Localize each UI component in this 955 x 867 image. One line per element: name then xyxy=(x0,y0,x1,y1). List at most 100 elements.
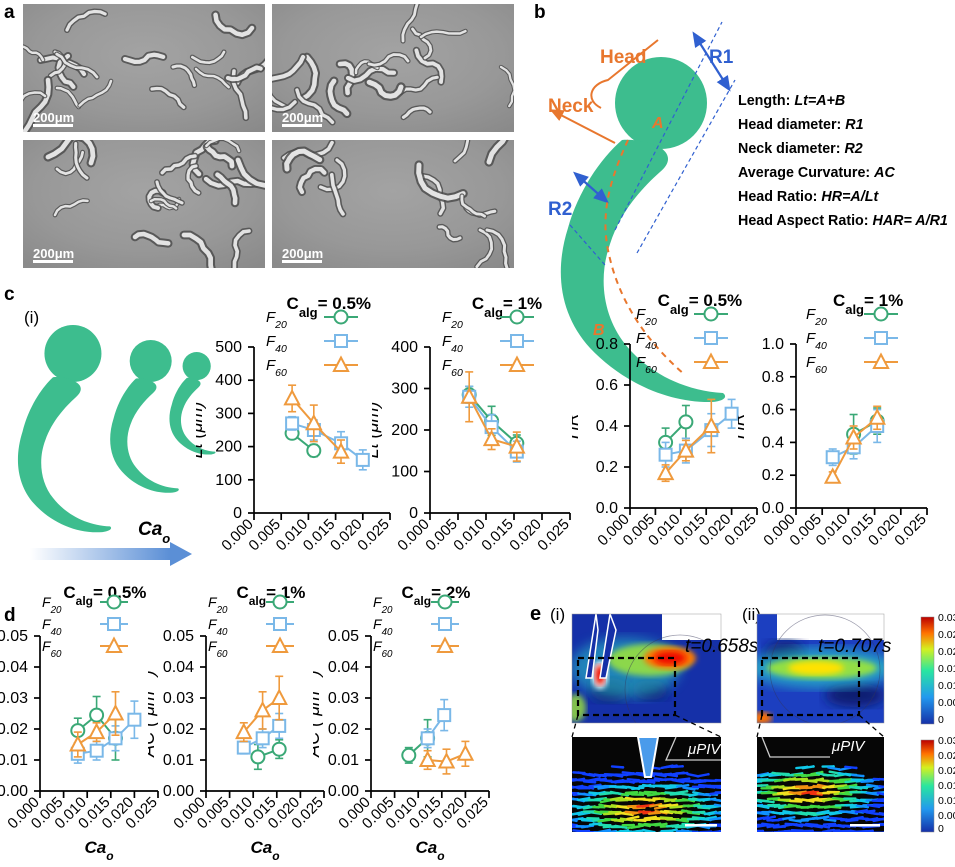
svg-text:0.02: 0.02 xyxy=(0,721,28,738)
svg-text:Calg= 0.5%: Calg= 0.5% xyxy=(63,583,146,608)
svg-text:500: 500 xyxy=(215,339,242,356)
svg-text:F40: F40 xyxy=(266,333,287,355)
svg-text:0.4: 0.4 xyxy=(596,418,618,435)
svg-text:Calg= 0.5%: Calg= 0.5% xyxy=(287,294,371,320)
svg-text:0.02: 0.02 xyxy=(328,721,359,738)
svg-text:300: 300 xyxy=(391,381,418,398)
svg-text:Calg= 1%: Calg= 1% xyxy=(236,583,305,608)
svg-text:Calg= 2%: Calg= 2% xyxy=(401,583,470,608)
svg-text:Lt (μm): Lt (μm) xyxy=(196,402,206,459)
svg-text:μPIV: μPIV xyxy=(831,738,866,755)
svg-text:AC ( μm-1 ): AC ( μm-1 ) xyxy=(148,670,158,758)
svg-text:F20: F20 xyxy=(806,306,827,328)
svg-text:AC ( μm-1 ): AC ( μm-1 ) xyxy=(313,670,323,758)
svg-text:F60: F60 xyxy=(266,357,287,379)
svg-text:300: 300 xyxy=(215,405,242,422)
svg-text:F60: F60 xyxy=(806,354,827,376)
svg-text:200: 200 xyxy=(391,422,418,439)
svg-text:F40: F40 xyxy=(806,330,827,352)
svg-text:1.0: 1.0 xyxy=(762,336,784,353)
svg-text:200: 200 xyxy=(215,439,242,456)
svg-text:400: 400 xyxy=(215,372,242,389)
svg-text:HR: HR xyxy=(738,413,748,439)
svg-text:F40: F40 xyxy=(636,330,657,352)
svg-text:0.6: 0.6 xyxy=(762,402,784,419)
svg-text:0.8: 0.8 xyxy=(596,336,618,353)
svg-text:F60: F60 xyxy=(442,357,463,379)
svg-text:0.00: 0.00 xyxy=(0,783,28,800)
svg-text:Calg= 1%: Calg= 1% xyxy=(472,294,542,320)
svg-text:F40: F40 xyxy=(208,616,228,638)
svg-text:0.00: 0.00 xyxy=(163,783,194,800)
svg-text:0.2: 0.2 xyxy=(762,467,784,484)
svg-text:0.6: 0.6 xyxy=(596,377,618,394)
svg-text:100: 100 xyxy=(391,464,418,481)
svg-text:0.020: 0.020 xyxy=(506,516,545,555)
svg-text:F20: F20 xyxy=(636,306,657,328)
svg-text:0.015: 0.015 xyxy=(938,780,955,792)
svg-text:F60: F60 xyxy=(373,638,393,660)
svg-text:0.01: 0.01 xyxy=(328,752,359,769)
svg-text:F60: F60 xyxy=(636,354,657,376)
svg-text:400: 400 xyxy=(391,339,418,356)
svg-text:0.01: 0.01 xyxy=(938,795,955,807)
svg-text:0.4: 0.4 xyxy=(762,434,784,451)
svg-text:0.03: 0.03 xyxy=(328,690,359,707)
svg-text:t=0.707s: t=0.707s xyxy=(818,636,892,657)
svg-text:e: e xyxy=(530,603,541,625)
svg-text:(i): (i) xyxy=(24,308,39,327)
svg-text:0.00: 0.00 xyxy=(328,783,359,800)
svg-text:0: 0 xyxy=(938,823,944,835)
svg-text:0.005: 0.005 xyxy=(938,810,955,822)
svg-text:0.010: 0.010 xyxy=(450,516,489,555)
svg-text:0.015: 0.015 xyxy=(478,516,517,555)
svg-text:0.03: 0.03 xyxy=(163,690,194,707)
svg-text:t=0.658s: t=0.658s xyxy=(685,636,759,657)
svg-text:0.8: 0.8 xyxy=(762,369,784,386)
svg-text:Cao: Cao xyxy=(138,519,170,546)
svg-text:Cao: Cao xyxy=(415,838,444,863)
svg-text:0.02: 0.02 xyxy=(163,721,194,738)
svg-text:0.02: 0.02 xyxy=(938,765,955,777)
svg-text:Cao: Cao xyxy=(84,838,113,863)
svg-text:F60: F60 xyxy=(42,638,62,660)
svg-text:HR: HR xyxy=(572,413,582,439)
svg-text:F60: F60 xyxy=(208,638,228,660)
svg-text:F40: F40 xyxy=(442,333,463,355)
svg-text:0.03: 0.03 xyxy=(0,690,28,707)
svg-text:(i): (i) xyxy=(550,605,565,624)
svg-text:F40: F40 xyxy=(373,616,393,638)
svg-text:Calg= 0.5%: Calg= 0.5% xyxy=(658,291,742,317)
svg-text:0.025: 0.025 xyxy=(938,750,955,762)
svg-text:0.005: 0.005 xyxy=(422,516,461,555)
svg-text:100: 100 xyxy=(215,472,242,489)
svg-text:Lt (μm): Lt (μm) xyxy=(372,402,382,459)
svg-text:0.2: 0.2 xyxy=(596,459,618,476)
svg-text:F20: F20 xyxy=(373,594,393,616)
svg-text:F20: F20 xyxy=(442,309,463,331)
svg-text:0.005: 0.005 xyxy=(938,697,955,709)
svg-text:0.015: 0.015 xyxy=(938,663,955,675)
svg-text:0.05: 0.05 xyxy=(328,628,359,645)
svg-text:F20: F20 xyxy=(42,594,62,616)
svg-text:0.03: 0.03 xyxy=(938,735,955,747)
svg-text:μPIV: μPIV xyxy=(687,741,722,758)
svg-text:Calg= 1%: Calg= 1% xyxy=(833,291,903,317)
svg-text:0.025: 0.025 xyxy=(534,516,573,555)
svg-text:F20: F20 xyxy=(266,309,287,331)
svg-text:0.04: 0.04 xyxy=(328,659,359,676)
svg-text:0.04: 0.04 xyxy=(0,659,28,676)
svg-text:c: c xyxy=(4,284,15,305)
svg-text:0.02: 0.02 xyxy=(938,646,955,658)
svg-text:0.0: 0.0 xyxy=(762,500,784,517)
svg-text:0.0: 0.0 xyxy=(596,500,618,517)
svg-text:0.01: 0.01 xyxy=(0,752,28,769)
svg-text:0.04: 0.04 xyxy=(163,659,194,676)
svg-text:0.01: 0.01 xyxy=(938,680,955,692)
svg-text:Cao: Cao xyxy=(250,838,279,863)
svg-text:0.05: 0.05 xyxy=(0,628,28,645)
svg-text:0.01: 0.01 xyxy=(163,752,194,769)
svg-text:F20: F20 xyxy=(208,594,228,616)
svg-text:0.025: 0.025 xyxy=(938,629,955,641)
svg-text:0: 0 xyxy=(938,714,944,726)
